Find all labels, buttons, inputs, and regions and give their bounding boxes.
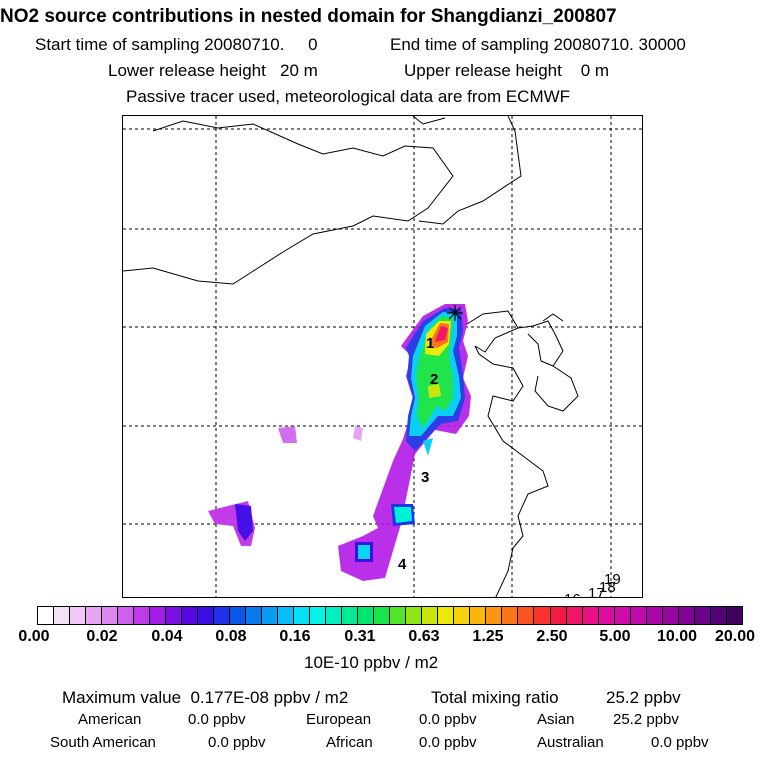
page-title: NO2 source contributions in nested domai… (0, 6, 617, 27)
cluster-label-1: 1 (426, 335, 434, 352)
colorbar-tick: 2.50 (536, 628, 568, 645)
colorbar-swatch (118, 607, 135, 624)
colorbar-swatch (182, 607, 199, 624)
max-value-label: Maximum value 0.177E-08 ppbv / m2 (62, 688, 349, 707)
colorbar-swatch (246, 607, 263, 624)
map-svg: 1 2 3 4 16 17 18 19 (123, 116, 642, 598)
colorbar-swatch (566, 607, 583, 624)
colorbar-swatch (310, 607, 327, 624)
region-name: Asian (537, 711, 575, 728)
colorbar-swatch (502, 607, 519, 624)
cluster-label-3: 3 (421, 469, 429, 486)
colorbar-swatch (726, 607, 742, 624)
colorbar-swatch (678, 607, 695, 624)
colorbar-swatch (486, 607, 503, 624)
region-value: 0.0 ppbv (419, 711, 477, 728)
colorbar-swatch (614, 607, 631, 624)
colorbar-swatch (694, 607, 711, 624)
colorbar-swatch (198, 607, 215, 624)
cluster-label-19: 19 (604, 571, 621, 588)
colorbar-swatch (646, 607, 663, 624)
colorbar-swatch (470, 607, 487, 624)
concentration-plume (208, 304, 471, 581)
colorbar-swatch (38, 607, 55, 624)
region-name: Australian (537, 734, 604, 751)
colorbar-swatch (454, 607, 471, 624)
colorbar-swatch (342, 607, 359, 624)
colorbar (37, 606, 743, 625)
colorbar-tick: 0.31 (344, 628, 376, 645)
cluster-label-17: 17 (588, 585, 605, 598)
colorbar-swatch (390, 607, 407, 624)
colorbar-swatch (230, 607, 247, 624)
total-mixing-value: 25.2 ppbv (606, 688, 681, 707)
colorbar-tick: 5.00 (599, 628, 631, 645)
map-panel: 1 2 3 4 16 17 18 19 (122, 115, 643, 598)
colorbar-swatch (134, 607, 151, 624)
region-value: 0.0 ppbv (419, 734, 477, 751)
colorbar-swatch (582, 607, 599, 624)
colorbar-swatch (710, 607, 727, 624)
colorbar-swatch (54, 607, 71, 624)
colorbar-swatch (86, 607, 103, 624)
colorbar-swatch (630, 607, 647, 624)
lower-release-label: Lower release height 20 m (108, 61, 318, 80)
colorbar-swatch (214, 607, 231, 624)
colorbar-swatch (150, 607, 167, 624)
colorbar-tick: 1.25 (472, 628, 504, 645)
colorbar-swatch (278, 607, 295, 624)
colorbar-tick: 20.00 (714, 628, 756, 645)
colorbar-swatch (358, 607, 375, 624)
colorbar-tick: 0.02 (86, 628, 118, 645)
colorbar-tick: 0.08 (215, 628, 247, 645)
start-time-label: Start time of sampling 20080710. 0 (35, 35, 318, 54)
colorbar-tick: 0.63 (408, 628, 440, 645)
colorbar-tick: 10.00 (656, 628, 698, 645)
colorbar-swatch (294, 607, 311, 624)
colorbar-swatch (518, 607, 535, 624)
cluster-label-4: 4 (398, 556, 407, 573)
colorbar-swatch (70, 607, 87, 624)
tracer-note: Passive tracer used, meteorological data… (126, 87, 571, 106)
region-name: South American (50, 734, 156, 751)
region-value: 0.0 ppbv (651, 734, 709, 751)
colorbar-tick: 0.04 (151, 628, 183, 645)
colorbar-swatch (374, 607, 391, 624)
colorbar-tick: 0.00 (18, 628, 50, 645)
colorbar-swatch (326, 607, 343, 624)
colorbar-swatch (166, 607, 183, 624)
colorbar-swatch (102, 607, 119, 624)
colorbar-units: 10E-10 ppbv / m2 (304, 653, 439, 672)
region-value: 0.0 ppbv (188, 711, 246, 728)
region-name: American (78, 711, 142, 728)
cluster-label-2: 2 (430, 371, 438, 388)
region-value: 25.2 ppbv (613, 711, 679, 728)
total-mixing-label: Total mixing ratio (431, 688, 559, 707)
colorbar-swatch (534, 607, 551, 624)
colorbar-swatch (438, 607, 455, 624)
upper-release-label: Upper release height 0 m (404, 61, 610, 80)
region-name: European (306, 711, 372, 728)
end-time-label: End time of sampling 20080710. 30000 (390, 35, 686, 54)
region-value: 0.0 ppbv (208, 734, 266, 751)
region-name: African (326, 734, 373, 751)
receptor-star-icon (447, 305, 463, 321)
colorbar-swatch (598, 607, 615, 624)
cluster-label-16: 16 (564, 591, 581, 598)
colorbar-swatch (550, 607, 567, 624)
colorbar-swatch (662, 607, 679, 624)
colorbar-swatch (262, 607, 279, 624)
colorbar-swatch (422, 607, 439, 624)
coastlines (123, 116, 579, 597)
colorbar-swatch (406, 607, 423, 624)
colorbar-tick: 0.16 (279, 628, 311, 645)
cluster-label-18: 18 (599, 579, 616, 596)
